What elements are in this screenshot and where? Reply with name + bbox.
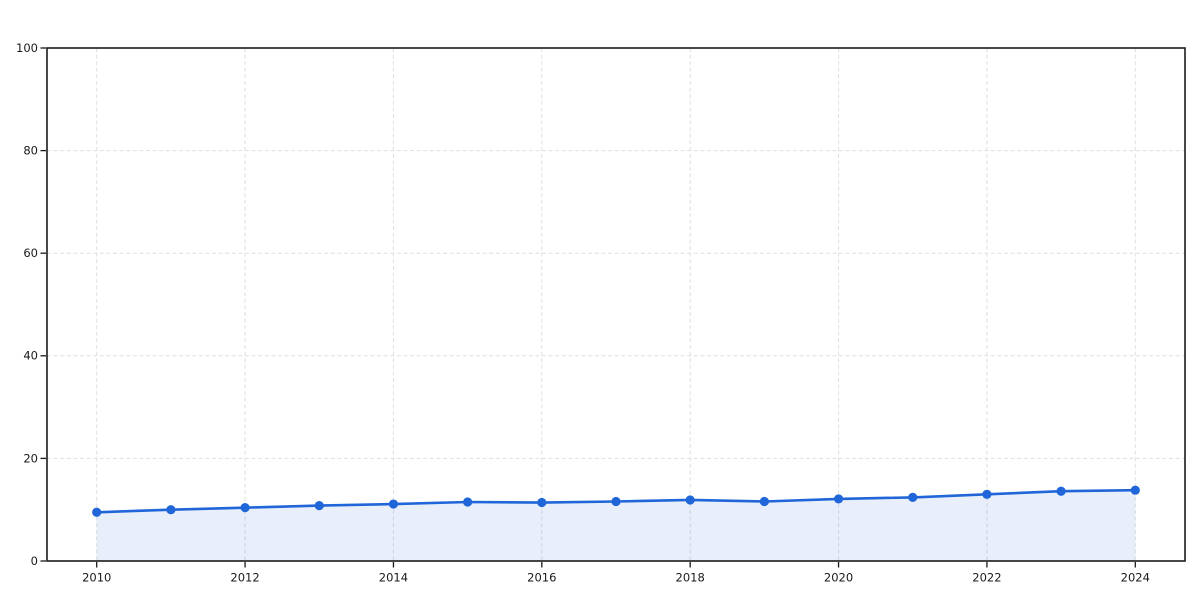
svg-text:2024: 2024 (1121, 571, 1150, 585)
svg-text:2012: 2012 (230, 571, 259, 585)
svg-text:2022: 2022 (972, 571, 1001, 585)
plot-frame (46, 47, 1186, 562)
y-tick-labels: 0 20 40 60 80 100 (16, 41, 38, 568)
svg-text:2016: 2016 (527, 571, 556, 585)
svg-text:100: 100 (16, 41, 38, 55)
svg-text:2014: 2014 (379, 571, 408, 585)
svg-text:2018: 2018 (676, 571, 705, 585)
svg-text:2020: 2020 (824, 571, 853, 585)
tick-marks (40, 47, 1136, 568)
grid-lines (47, 48, 1185, 561)
svg-text:2010: 2010 (82, 571, 111, 585)
svg-text:80: 80 (23, 144, 38, 158)
svg-text:60: 60 (23, 246, 38, 260)
x-tick-labels: 2010 2012 2014 2016 2018 2020 2022 2024 (82, 571, 1150, 585)
svg-text:40: 40 (23, 349, 38, 363)
data-points (92, 485, 1140, 517)
svg-text:20: 20 (23, 451, 38, 465)
svg-text:0: 0 (31, 554, 38, 568)
area-fill (96, 490, 1136, 561)
